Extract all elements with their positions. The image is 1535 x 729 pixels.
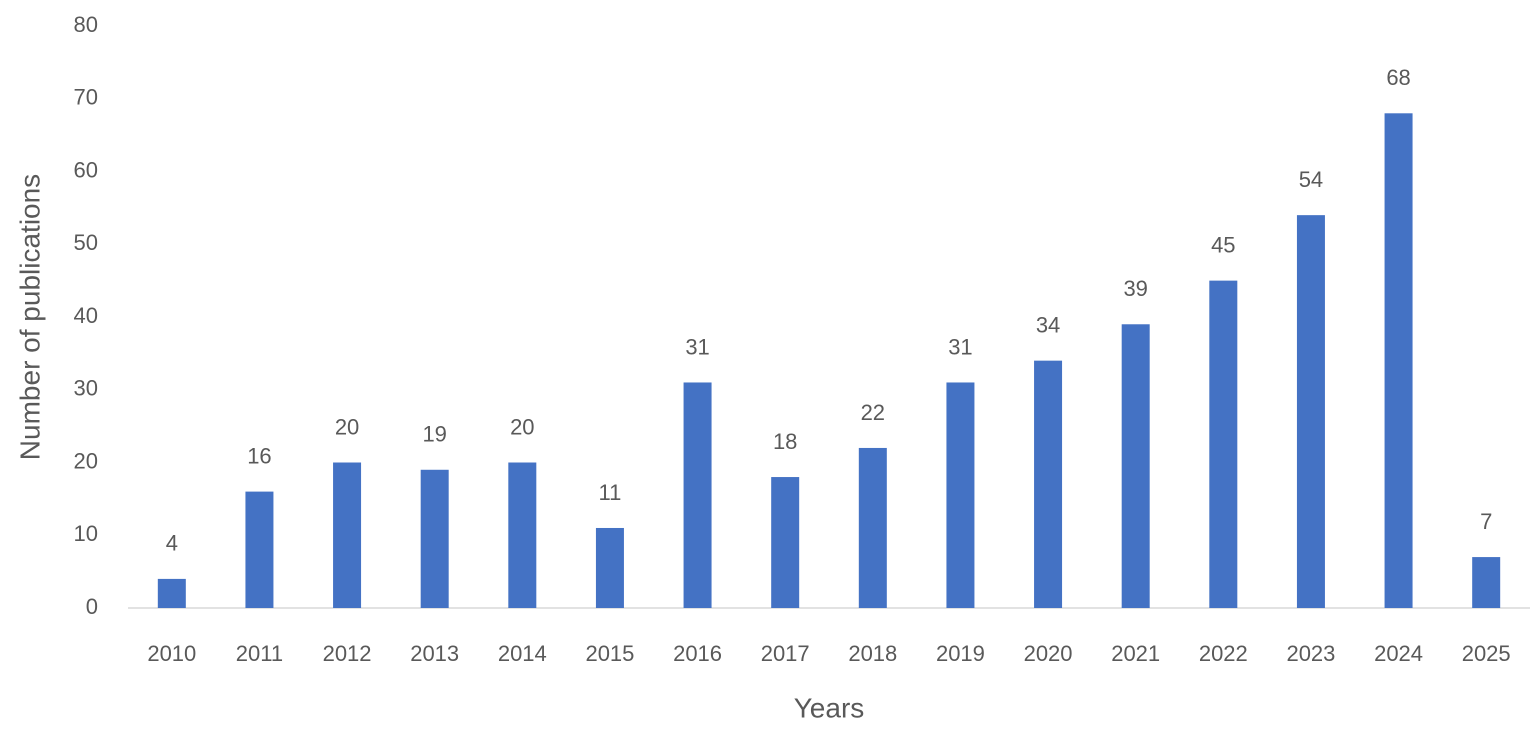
y-tick-label: 30	[74, 376, 98, 401]
data-label: 20	[510, 414, 534, 439]
data-label: 31	[948, 334, 972, 359]
data-label: 4	[166, 531, 178, 556]
x-tick-label: 2012	[323, 641, 372, 666]
bar	[420, 469, 449, 608]
x-axis-title: Years	[794, 692, 865, 723]
bar	[245, 491, 274, 608]
y-tick-label: 40	[74, 303, 98, 328]
y-tick-label: 60	[74, 157, 98, 182]
bar	[595, 527, 624, 608]
x-tick-label: 2013	[410, 641, 459, 666]
data-label: 16	[247, 443, 271, 468]
data-label: 68	[1386, 65, 1410, 90]
bar	[1034, 360, 1063, 608]
bar	[157, 578, 186, 608]
data-label: 18	[773, 429, 797, 454]
x-tick-label: 2015	[585, 641, 634, 666]
x-tick-label: 2022	[1199, 641, 1248, 666]
data-label: 11	[599, 480, 622, 505]
data-label: 19	[422, 422, 446, 447]
bar	[1472, 557, 1501, 608]
bar	[1121, 324, 1150, 608]
x-tick-label: 2014	[498, 641, 547, 666]
bar	[1296, 215, 1325, 608]
x-tick-label: 2010	[147, 641, 196, 666]
bar	[333, 462, 362, 608]
bar	[1384, 113, 1413, 609]
x-tick-label: 2021	[1111, 641, 1160, 666]
x-tick-label: 2020	[1024, 641, 1073, 666]
y-tick-label: 0	[86, 594, 98, 619]
x-tick-label: 2016	[673, 641, 722, 666]
y-tick-label: 20	[74, 448, 98, 473]
data-label: 7	[1480, 509, 1492, 534]
data-label: 45	[1211, 232, 1235, 257]
data-label: 39	[1123, 276, 1147, 301]
x-tick-label: 2025	[1462, 641, 1511, 666]
data-label: 54	[1299, 167, 1323, 192]
x-tick-label: 2023	[1286, 641, 1335, 666]
x-tick-label: 2019	[936, 641, 985, 666]
x-tick-label: 2017	[761, 641, 810, 666]
x-tick-label: 2018	[848, 641, 897, 666]
bar	[508, 462, 537, 608]
data-label: 22	[861, 400, 885, 425]
y-tick-label: 10	[74, 521, 98, 546]
y-tick-label: 70	[74, 85, 98, 110]
bar	[946, 382, 975, 608]
y-tick-label: 50	[74, 230, 98, 255]
bar	[771, 477, 800, 608]
x-tick-label: 2024	[1374, 641, 1423, 666]
data-label: 31	[685, 334, 709, 359]
data-label: 20	[335, 414, 359, 439]
bar	[1209, 280, 1238, 608]
bar	[858, 447, 887, 608]
x-tick-label: 2011	[236, 641, 283, 666]
bar	[683, 382, 712, 608]
y-axis-title: Number of publications	[14, 174, 45, 460]
data-label: 34	[1036, 312, 1060, 337]
y-tick-label: 80	[74, 12, 98, 37]
